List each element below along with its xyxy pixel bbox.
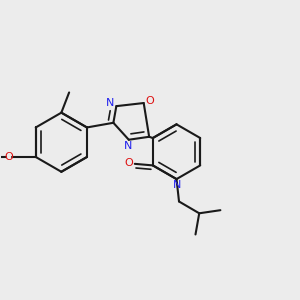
Text: O: O <box>145 95 154 106</box>
Text: O: O <box>125 158 134 168</box>
Text: O: O <box>4 152 13 162</box>
Text: N: N <box>124 141 132 151</box>
Text: N: N <box>173 180 181 190</box>
Text: N: N <box>106 98 114 108</box>
